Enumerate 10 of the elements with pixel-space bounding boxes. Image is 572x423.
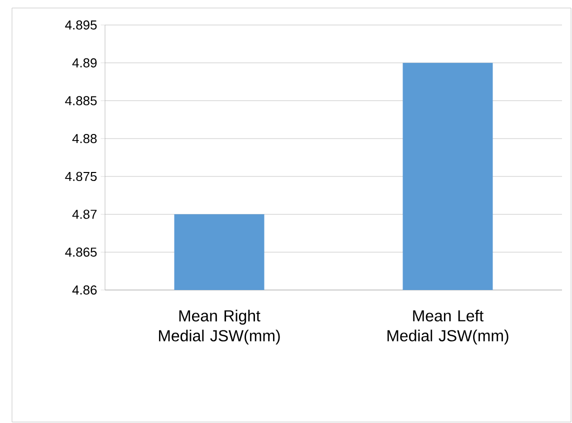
y-tick-label: 4.86 [72,285,97,295]
x-tick-label: Mean Left Medial JSW(mm) [388,310,508,345]
y-tick-label: 4.87 [72,210,97,219]
y-tick-label: 4.865 [65,248,97,257]
x-tick-label: Mean Right Medial JSW(mm) [159,310,280,345]
y-tick-label: 4.88 [72,134,97,144]
y-tick-label: 4.885 [65,96,97,106]
y-tick-label: 4.89 [72,58,97,68]
y-tick-label: 4.875 [65,172,97,182]
y-tick-label: 4.895 [65,20,97,30]
